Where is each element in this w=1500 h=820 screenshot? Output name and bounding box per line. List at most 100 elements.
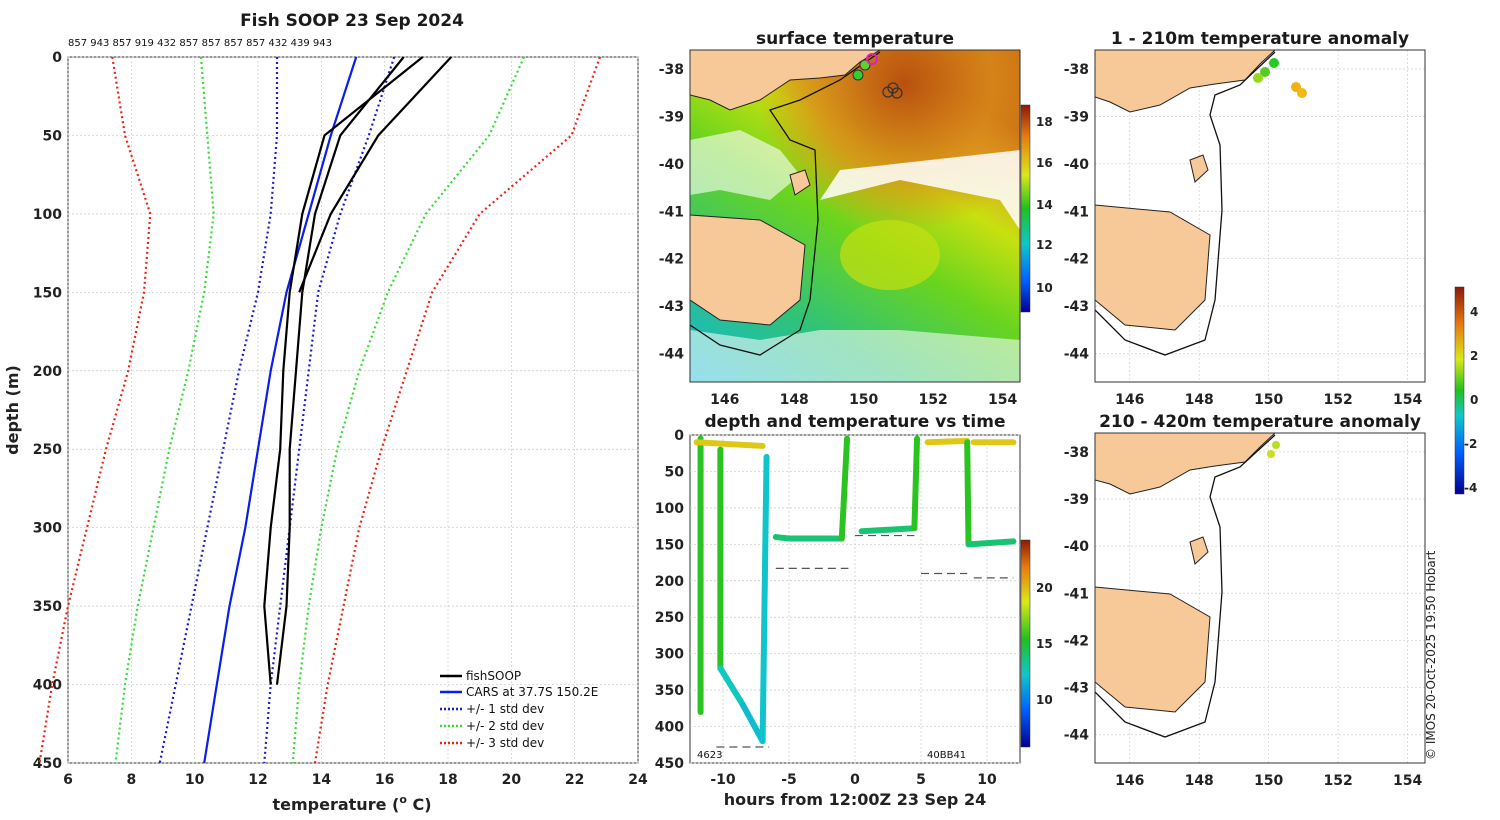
anom1-dot: [1260, 67, 1270, 77]
lat-tick-label: -42: [1064, 633, 1089, 649]
sst-colorbar-ticks: 10 12 14 16 18: [1036, 115, 1053, 295]
x-tick-label: 18: [438, 772, 457, 788]
x-tick-label: 20: [502, 772, 522, 788]
anom-map-1-title: 1 - 210m temperature anomaly: [1111, 29, 1409, 49]
sst-lon-ticks: 146 148 150 152 154: [710, 392, 1017, 408]
legend-label-2std: +/- 2 std dev: [466, 719, 544, 733]
depth-time-xlabel: hours from 12:00Z 23 Sep 24: [724, 790, 986, 809]
depth-track-segment: [739, 701, 766, 745]
legend-label-3std: +/- 3 std dev: [466, 736, 544, 750]
anom2-dot: [1272, 441, 1280, 449]
lon-tick-label: 152: [1324, 392, 1353, 408]
depth-time-y-ticks: 0 50 100 150 200 250 300 350 400 450: [655, 428, 684, 772]
lon-tick-label: 152: [1324, 773, 1353, 789]
lat-tick-label: -41: [1064, 204, 1089, 220]
depth-track-segment: [964, 439, 972, 548]
profile-series-line: [275, 56, 405, 685]
anom-cb-tick: 0: [1470, 393, 1478, 407]
anom2-shelf-contour: [1095, 434, 1276, 738]
sst-cloud-band: [820, 150, 1020, 230]
sst-eddy: [840, 220, 940, 290]
profile-id-row: 857 943 857 919 432 857 857 857 857 432 …: [68, 38, 332, 49]
y-tick-label: 450: [655, 756, 684, 772]
lat-tick-label: -42: [1064, 252, 1089, 268]
sst-shelf-contour: [690, 51, 881, 356]
profile-legend: fishSOOP CARS at 37.7S 150.2E +/- 1 std …: [440, 669, 598, 750]
lat-tick-label: -41: [1064, 586, 1089, 602]
anom-map-1-frame: [1094, 49, 1426, 383]
profile-series-line: [291, 56, 526, 764]
depth-time-series: [693, 435, 1017, 748]
lon-tick-label: 150: [849, 392, 878, 408]
x-tick-label: 24: [628, 772, 648, 788]
profile-x-ticks: 6 8 10 12 14 16 18 20 22 24: [63, 772, 648, 788]
anom-map-2-title: 210 - 420m temperature anomaly: [1099, 412, 1421, 432]
credit-text: © IMOS 20-Oct-2025 19:50 Hobart: [1424, 550, 1438, 760]
y-tick-label: 350: [655, 683, 684, 699]
legend-label-cars: CARS at 37.7S 150.2E: [466, 685, 598, 699]
depth-track-segment: [759, 453, 770, 745]
anom1-dot: [1297, 88, 1307, 98]
y-tick-label: 400: [655, 720, 684, 736]
sst-cloud-west: [690, 130, 800, 200]
profile-axes-box: [67, 56, 639, 764]
profile-title: Fish SOOP 23 Sep 2024: [240, 11, 464, 31]
anom1-tasmania: [1095, 204, 1211, 331]
lon-tick-label: 148: [780, 392, 809, 408]
profile-series-line: [203, 56, 358, 764]
profile-series: [38, 56, 602, 764]
anom2-lon-ticks: 146 148 150 152 154: [1115, 773, 1422, 789]
dt-cb-tick: 15: [1036, 637, 1053, 651]
profile-xlabel: temperature (o C): [272, 793, 431, 814]
sst-cloud-south: [690, 330, 1020, 382]
anom2-flinders-island: [1189, 536, 1209, 565]
lat-tick-label: -43: [1064, 299, 1089, 315]
lat-tick-label: -42: [659, 252, 684, 268]
x-tick-label: -10: [710, 772, 736, 788]
legend-label-fishsoop: fishSOOP: [466, 669, 521, 683]
profile-series-line: [263, 56, 396, 764]
profile-series-line: [263, 56, 424, 685]
anom1-lon-ticks: 146 148 150 152 154: [1115, 392, 1422, 408]
y-tick-label: 300: [655, 647, 684, 663]
x-tick-label: 0: [850, 772, 860, 788]
lat-tick-label: -40: [1064, 157, 1090, 173]
x-tick-label: 16: [375, 772, 394, 788]
y-tick-label: 0: [52, 50, 62, 66]
sst-track-dot: [891, 87, 903, 99]
sst-map-frame: [689, 49, 1021, 383]
anom2-dot: [1267, 450, 1275, 458]
x-tick-label: 10: [185, 772, 205, 788]
depth-time-colorbar: [1020, 539, 1031, 748]
lon-tick-label: 152: [919, 392, 948, 408]
depth-time-label-left: 4623: [697, 750, 722, 761]
anom-map-1: [1095, 50, 1425, 382]
sst-track-dot: [852, 69, 864, 81]
sst-cb-tick: 10: [1036, 281, 1053, 295]
lat-tick-label: -39: [1064, 492, 1089, 508]
anom-cb-tick: -4: [1464, 481, 1477, 495]
depth-track-segment: [693, 439, 766, 449]
lon-tick-label: 154: [1393, 392, 1422, 408]
profile-y-ticks: 0 50 100 150 200 250 300 350 400 450: [33, 50, 62, 772]
depth-time-title: depth and temperature vs time: [705, 412, 1006, 432]
anom-map-2: [1095, 433, 1425, 763]
lat-tick-label: -39: [659, 109, 684, 125]
lon-tick-label: 150: [1254, 392, 1283, 408]
dt-cb-tick: 10: [1036, 693, 1053, 707]
lat-tick-label: -44: [659, 347, 685, 363]
sst-cb-tick: 18: [1036, 115, 1053, 129]
lon-tick-label: 146: [1115, 392, 1144, 408]
sst-map-title: surface temperature: [756, 29, 954, 49]
sst-cb-tick: 16: [1036, 156, 1053, 170]
anom2-tasmania: [1095, 586, 1211, 713]
lat-tick-label: -39: [1064, 109, 1089, 125]
sst-lat-ticks: -38 -39 -40 -41 -42 -43 -44: [659, 62, 685, 363]
anom1-shelf-contour: [1095, 51, 1276, 356]
x-tick-label: 14: [312, 772, 332, 788]
sst-colorbar: [1020, 104, 1031, 313]
anom2-lat-ticks: -38 -39 -40 -41 -42 -43 -44: [1064, 445, 1090, 744]
lat-tick-label: -40: [659, 157, 685, 173]
depth-time-x-ticks: -10 -5 0 5 10: [710, 772, 997, 788]
